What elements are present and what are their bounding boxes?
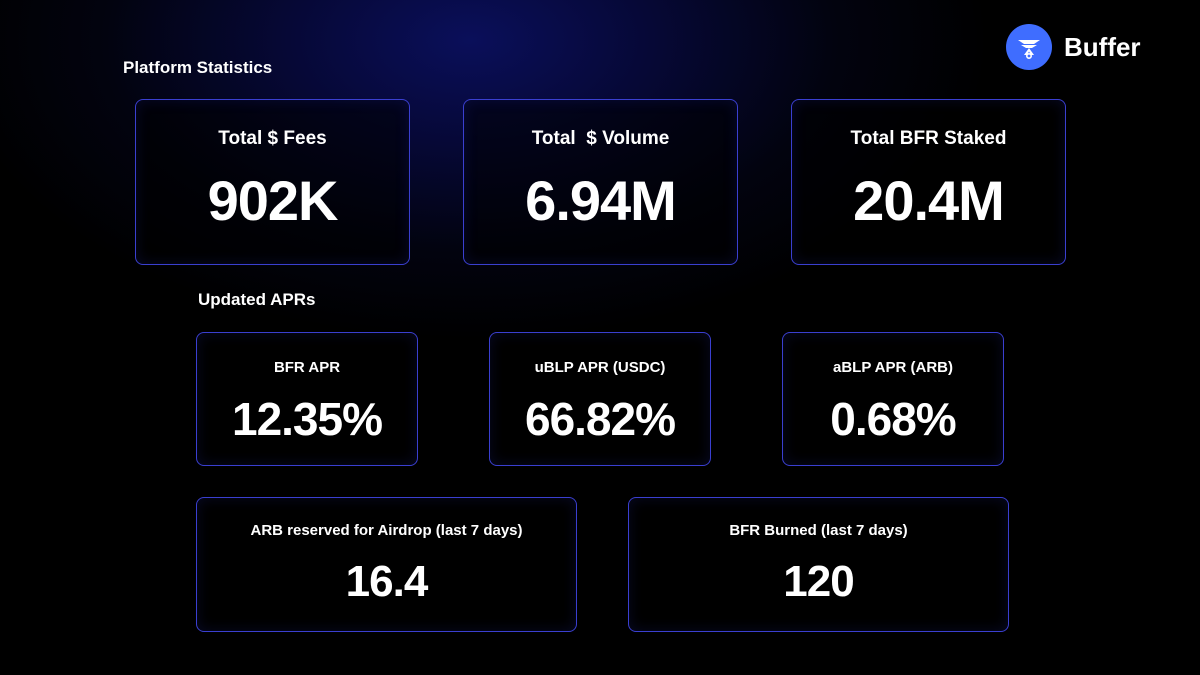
brand-logo: Buffer — [1006, 24, 1141, 70]
ublp-apr-value: 66.82% — [524, 393, 676, 445]
buffer-logo-icon — [1006, 24, 1052, 70]
ablp-apr-label: aBLP APR (ARB) — [832, 359, 953, 376]
bfr-apr-value: 12.35% — [231, 393, 383, 445]
total-volume-card: Total $ Volume 6.94M — [463, 99, 738, 265]
updated-aprs-title: Updated APRs — [198, 290, 316, 309]
arb-airdrop-value: 16.4 — [345, 557, 429, 606]
ablp-apr-value: 0.68% — [830, 393, 956, 445]
total-bfr-staked-label: Total BFR Staked — [850, 128, 1007, 149]
total-fees-label: Total $ Fees — [218, 128, 327, 149]
total-bfr-staked-card: Total BFR Staked 20.4M — [791, 99, 1066, 265]
bfr-burned-label: BFR Burned (last 7 days) — [729, 522, 908, 539]
total-fees-card: Total $ Fees 902K — [135, 99, 410, 265]
ublp-apr-card: uBLP APR (USDC) 66.82% — [489, 332, 711, 466]
bfr-apr-card: BFR APR 12.35% — [196, 332, 418, 466]
total-volume-label: Total $ Volume — [531, 128, 670, 149]
bfr-burned-card: BFR Burned (last 7 days) 120 — [628, 497, 1009, 632]
arb-airdrop-label: ARB reserved for Airdrop (last 7 days) — [250, 522, 523, 539]
brand-name: Buffer — [1064, 31, 1141, 62]
bfr-apr-label: BFR APR — [273, 359, 341, 376]
total-volume-value: 6.94M — [525, 169, 677, 232]
ablp-apr-card: aBLP APR (ARB) 0.68% — [782, 332, 1004, 466]
bfr-burned-value: 120 — [783, 557, 854, 606]
ublp-apr-label: uBLP APR (USDC) — [534, 359, 666, 376]
total-bfr-staked-value: 20.4M — [853, 169, 1005, 232]
platform-statistics-title: Platform Statistics — [123, 58, 273, 77]
total-fees-value: 902K — [207, 169, 339, 232]
arb-airdrop-card: ARB reserved for Airdrop (last 7 days) 1… — [196, 497, 577, 632]
